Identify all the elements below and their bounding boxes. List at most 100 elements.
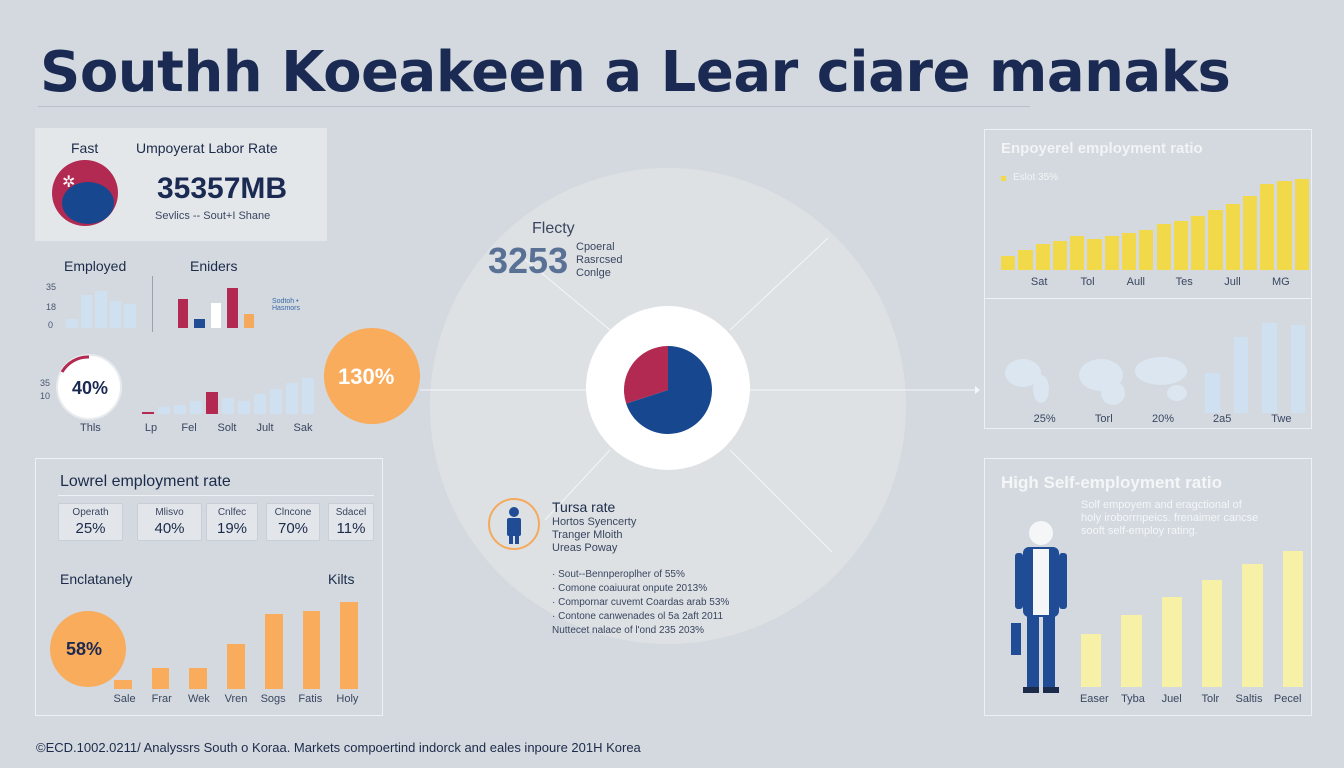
chart-bar bbox=[1262, 323, 1277, 413]
self-employment-panel: High Self-employment ratio Solf empoyem … bbox=[984, 458, 1312, 716]
chart-bar bbox=[142, 411, 154, 414]
mini-bar-categories: Lp Fel Solt Jult Sak bbox=[132, 422, 322, 436]
employed-tick: 35 bbox=[46, 282, 57, 292]
note-line: Nuttecet nalace of l'ond 235 203% bbox=[552, 625, 705, 636]
category-label: Torl bbox=[1094, 413, 1113, 425]
chart-bar bbox=[178, 299, 189, 328]
chart-bar bbox=[1081, 634, 1102, 687]
pie-slice bbox=[624, 346, 668, 404]
category-label: MG bbox=[1271, 276, 1290, 288]
world-map-icon bbox=[1005, 357, 1187, 405]
person-icon bbox=[488, 498, 540, 550]
lower-employment-chart bbox=[114, 599, 358, 689]
category-label: Easer bbox=[1079, 693, 1109, 705]
note-line: · Contone canwenades ol 5a 2aft 2011 bbox=[552, 611, 724, 622]
chart-bar bbox=[206, 391, 218, 414]
self-employment-chart bbox=[1081, 539, 1303, 687]
category-label: Juel bbox=[1161, 693, 1182, 705]
gauge-arc bbox=[60, 355, 90, 373]
chart-bar bbox=[1121, 614, 1142, 687]
chart-bar bbox=[80, 295, 93, 328]
employed-label: Employed bbox=[64, 258, 127, 274]
chart-bar bbox=[222, 398, 234, 414]
chart-bar bbox=[1202, 580, 1223, 687]
chart-bar bbox=[302, 611, 321, 689]
chart-bar bbox=[210, 302, 222, 328]
category-label: Sat bbox=[1030, 276, 1048, 288]
category-label: Sale bbox=[113, 693, 136, 705]
person-figure-icon bbox=[1011, 521, 1067, 693]
enders-label: Eniders bbox=[190, 258, 238, 274]
employment-ratio-panel: Enpoyerel employment ratio Eslot 35% Sat… bbox=[984, 129, 1312, 299]
chart-bar bbox=[194, 318, 205, 328]
category-label: Lp bbox=[144, 422, 158, 434]
lower-left-label: Enclatanely bbox=[60, 571, 133, 587]
chart-bar bbox=[1052, 241, 1068, 270]
category-label: Sak bbox=[293, 422, 313, 434]
chart-bar bbox=[227, 644, 245, 689]
stat-pill: Sdacel 11% bbox=[328, 503, 374, 541]
category-label: 20% bbox=[1151, 413, 1175, 425]
lower-bubble-label: 58% bbox=[66, 639, 103, 659]
chart-bar bbox=[1225, 204, 1240, 270]
category-label: Holy bbox=[336, 693, 359, 705]
orange-bubble: 130% bbox=[324, 328, 420, 424]
category-label: Aull bbox=[1126, 276, 1145, 288]
self-employment-title: High Self-employment ratio bbox=[1001, 473, 1223, 492]
chart-bar bbox=[1087, 238, 1102, 270]
chart-bar bbox=[1121, 232, 1137, 270]
turnover-line: Ureas Poway bbox=[552, 542, 618, 554]
chart-bar bbox=[1139, 230, 1154, 270]
labor-rate-card: Fast Umpoyerat Labor Rate ✲ 35357MB Sevl… bbox=[35, 128, 327, 241]
employment-ratio-chart bbox=[1001, 170, 1309, 270]
chart-bar bbox=[189, 668, 208, 689]
chart-bar bbox=[243, 314, 254, 328]
category-label: Tes bbox=[1175, 276, 1193, 288]
chart-bar bbox=[95, 290, 107, 328]
center-pie-chart bbox=[624, 346, 712, 434]
center-sub: Conlge bbox=[576, 267, 611, 279]
lower-categories: Sale Frar Wek Vren Sogs Fatis Holy bbox=[106, 693, 366, 707]
notes-block: · Sout--Bennperoplher of 55% · Comone co… bbox=[552, 568, 729, 638]
category-label: Pecel bbox=[1273, 693, 1302, 705]
note-line: · Sout--Bennperoplher of 55% bbox=[552, 569, 685, 580]
mini-bar-chart bbox=[142, 376, 314, 414]
lower-employment-title: Lowrel employment rate bbox=[60, 473, 231, 490]
chart-bar bbox=[1161, 596, 1182, 687]
chart-bar bbox=[264, 614, 283, 689]
enders-chart bbox=[178, 282, 254, 328]
gauge-small: 40% bbox=[56, 354, 122, 420]
category-label: Wek bbox=[187, 693, 210, 705]
orange-bubble-label: 130% bbox=[338, 364, 395, 389]
chart-bar bbox=[1260, 184, 1275, 270]
gauge-caption: Thls bbox=[80, 422, 101, 434]
employed-tick: 18 bbox=[46, 302, 57, 312]
chart-bar bbox=[1191, 215, 1206, 270]
employment-ratio-title: Enpoyerel employment ratio bbox=[1001, 140, 1203, 157]
gauge-tick: 35 bbox=[40, 378, 51, 388]
stat-pill: Operath 25% bbox=[58, 503, 123, 541]
chart-bar bbox=[1233, 337, 1248, 413]
chart-bar bbox=[1156, 224, 1171, 270]
card-title: Umpoyerat Labor Rate bbox=[136, 140, 278, 156]
card-legend: Sevlics -- Sout+I Shane bbox=[155, 210, 271, 222]
title-divider bbox=[38, 106, 1030, 107]
category-label: Vren bbox=[224, 693, 248, 705]
turnover-line: Hortos Syencerty bbox=[552, 516, 637, 528]
chart-bar bbox=[270, 389, 282, 414]
chart-bar bbox=[190, 400, 202, 414]
stat-pill: Mlisvo 40% bbox=[137, 503, 202, 541]
card-value: 35357MB bbox=[157, 172, 288, 205]
category-label: 25% bbox=[1033, 413, 1056, 425]
employed-chart bbox=[66, 284, 136, 328]
chart-bar bbox=[227, 287, 238, 328]
chart-bar bbox=[158, 407, 170, 414]
chart-bar bbox=[124, 303, 136, 328]
chart-bar bbox=[1277, 181, 1292, 270]
lower-right-label: Kilts bbox=[328, 571, 355, 587]
chart-bar bbox=[1294, 178, 1309, 270]
stat-pill: Clncone 70% bbox=[266, 503, 320, 541]
enders-legend: Sodtoh • Hasmors bbox=[272, 298, 301, 312]
chart-bar bbox=[1282, 550, 1303, 687]
category-label: Fel bbox=[181, 422, 197, 434]
